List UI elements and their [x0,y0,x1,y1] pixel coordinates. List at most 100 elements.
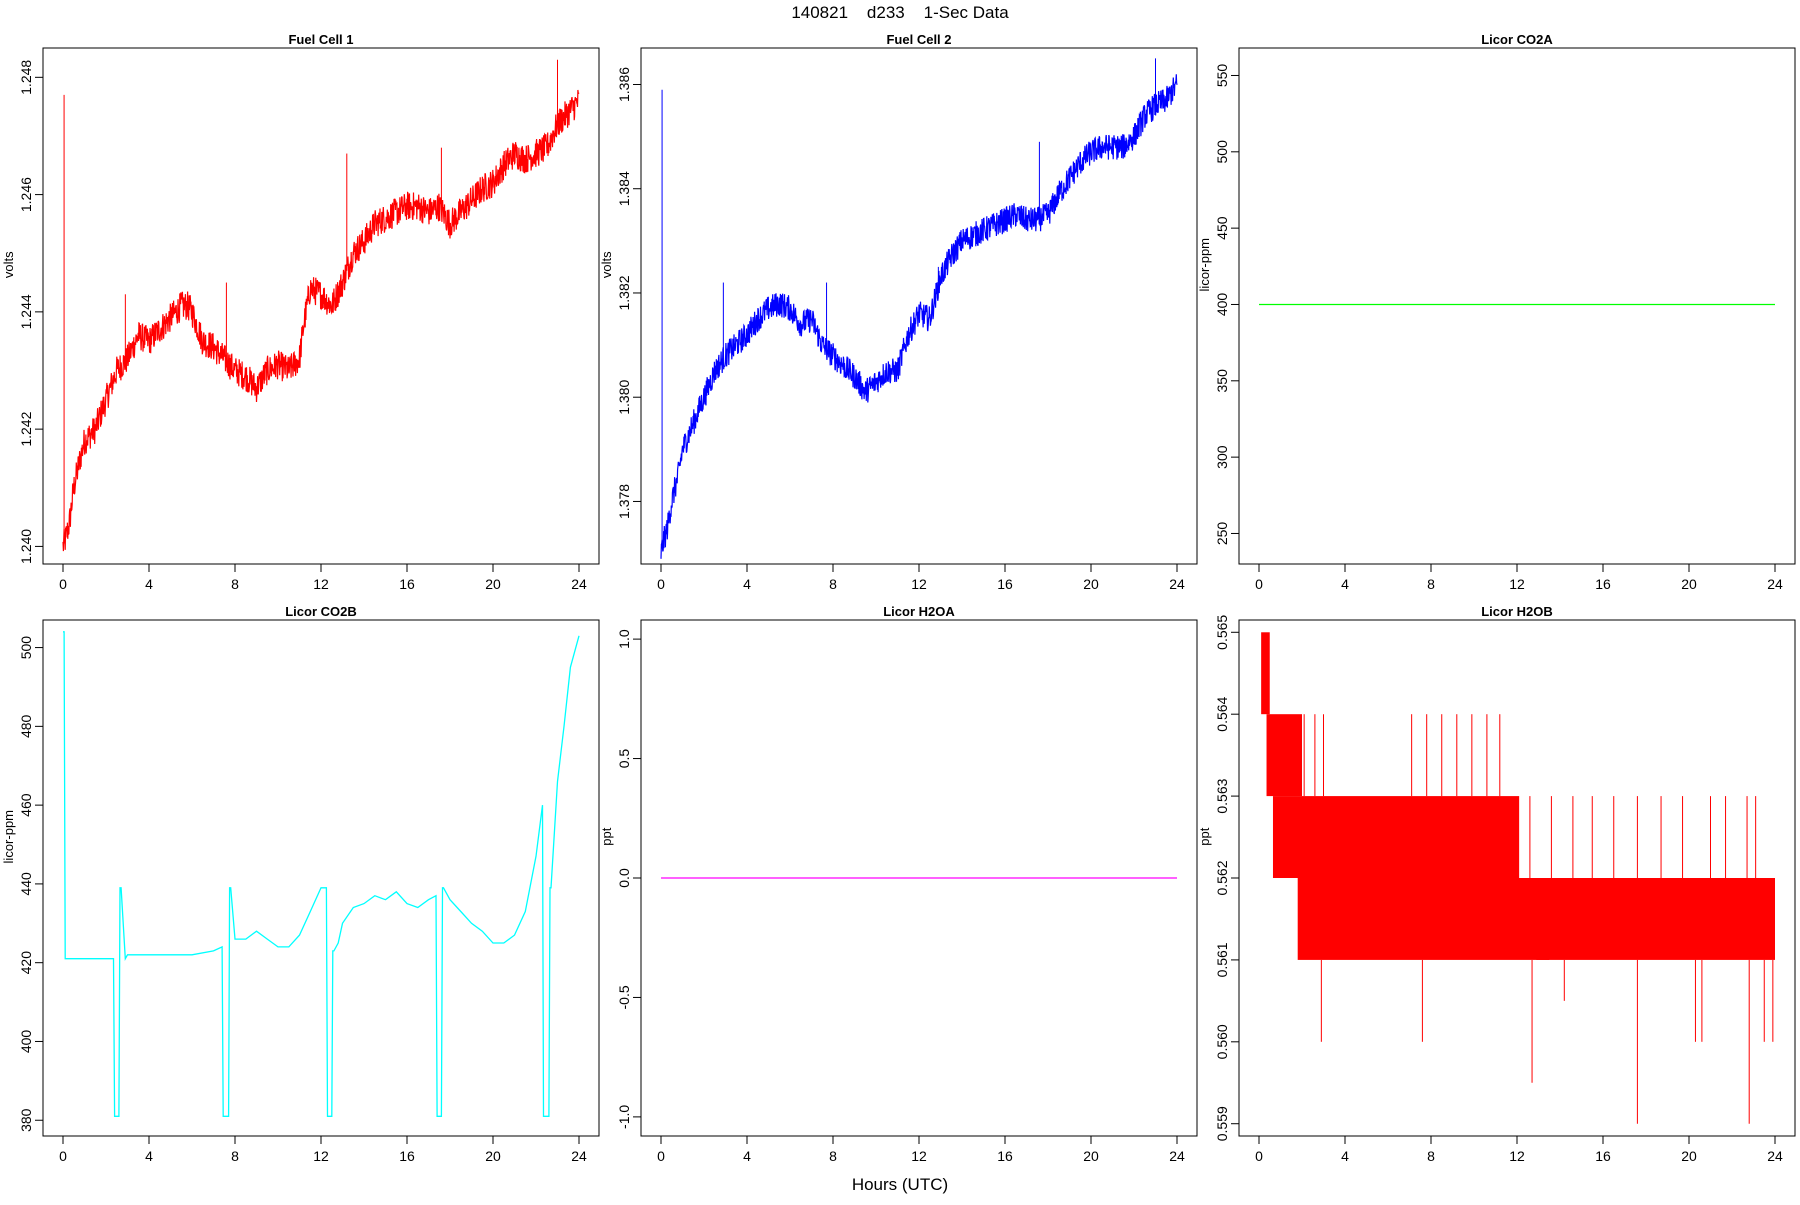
x-tick-label: 20 [485,576,501,592]
panel-6: Licor H2OB 0 4 8 12 16 20 24 0.559 0.560 0.561 0.56… [1197,604,1796,1164]
x-tick-label: 24 [1169,1148,1185,1164]
y-tick-label: -0.5 [616,985,632,1009]
y-axis-label: licor-ppm [1197,238,1212,291]
x-tick-label: 24 [571,576,587,592]
x-tick-label: 8 [829,576,837,592]
y-tick-label: 1.378 [616,484,632,519]
y-tick-label: 450 [1214,216,1230,240]
y-tick-label: 380 [18,1108,34,1132]
y-tick-label: 500 [1214,140,1230,164]
panel-title: Licor CO2A [1481,32,1553,47]
y-tick-label: 1.240 [18,529,34,564]
panel-title: Fuel Cell 1 [288,32,353,47]
y-tick-label: 420 [18,951,34,975]
y-tick-label: 1.380 [616,379,632,414]
plot-area [63,631,580,1117]
x-tick-label: 8 [1427,1148,1435,1164]
data-line [63,631,580,1117]
y-tick-label: 460 [18,793,34,817]
panels: Fuel Cell 1 0 4 8 12 16 20 24 1.240 1.242 1.244 1.2… [1,32,1796,1164]
data-block [1266,714,1302,797]
y-tick-label: 0.565 [1214,615,1230,650]
x-tick-label: 0 [59,576,67,592]
x-tick-label: 0 [657,576,665,592]
y-tick-label: 350 [1214,369,1230,393]
panel-title: Fuel Cell 2 [886,32,951,47]
panel-4: Licor CO2B 0 4 8 12 16 20 24 380 400 420 440 460 480 5… [1,604,600,1164]
y-tick-label: 400 [18,1030,34,1054]
y-tick-label: 1.242 [18,411,34,446]
y-tick-label: 500 [18,636,34,660]
x-tick-label: 12 [911,1148,927,1164]
x-tick-label: 16 [1595,576,1611,592]
x-tick-label: 12 [313,576,329,592]
panel-title: Licor H2OA [883,604,955,619]
panel-title: Licor CO2B [285,604,357,619]
y-axis-label: volts [599,251,614,278]
x-tick-label: 20 [1681,1148,1697,1164]
data-block [1272,796,1520,878]
plot-area [660,58,1178,559]
y-tick-label: 0.560 [1214,1024,1230,1059]
data-block [1261,632,1270,715]
plot-area [62,59,580,552]
y-tick-label: 1.248 [18,60,34,95]
x-tick-label: 24 [571,1148,587,1164]
y-axis-label: volts [1,251,16,278]
x-tick-label: 16 [997,576,1013,592]
y-tick-label: 250 [1214,522,1230,546]
y-tick-label: 1.384 [616,171,632,206]
y-tick-label: -1.0 [616,1105,632,1129]
x-tick-label: 0 [1255,1148,1263,1164]
plot-frame [42,619,600,1137]
x-tick-label: 20 [1083,1148,1099,1164]
x-tick-label: 4 [145,576,153,592]
data-block [1536,878,1775,960]
x-tick-label: 4 [145,1148,153,1164]
data-block [1297,878,1550,960]
x-tick-label: 8 [1427,576,1435,592]
x-tick-label: 12 [313,1148,329,1164]
panel-1: Fuel Cell 1 0 4 8 12 16 20 24 1.240 1.242 1.244 1.2… [1,32,600,592]
y-axis-label: licor-ppm [1,810,16,863]
x-tick-label: 12 [1509,576,1525,592]
y-tick-label: 0.563 [1214,778,1230,813]
x-tick-label: 24 [1169,576,1185,592]
y-tick-label: 550 [1214,64,1230,88]
panel-5: Licor H2OA 0 4 8 12 16 20 24 -1.0 -0.5 0.0 0.5 1.0 pp… [599,604,1198,1164]
x-tick-label: 4 [743,1148,751,1164]
x-tick-label: 20 [1083,576,1099,592]
x-tick-label: 12 [1509,1148,1525,1164]
x-tick-label: 8 [231,576,239,592]
x-tick-label: 8 [231,1148,239,1164]
x-tick-label: 16 [399,1148,415,1164]
y-tick-label: 400 [1214,293,1230,317]
y-tick-label: 0.559 [1214,1106,1230,1141]
y-tick-label: 0.561 [1214,942,1230,977]
x-tick-label: 4 [1341,576,1349,592]
y-tick-label: 0.562 [1214,860,1230,895]
data-line [62,89,580,552]
plot-frame [1238,47,1796,565]
panel-3: Licor CO2A 0 4 8 12 16 20 24 250 300 350 400 450 500 5… [1197,32,1796,592]
x-tick-label: 12 [911,576,927,592]
figure-xlabel: Hours (UTC) [852,1175,948,1194]
x-tick-label: 24 [1767,1148,1783,1164]
x-tick-label: 0 [657,1148,665,1164]
y-axis-label: ppt [599,827,614,845]
panel-title: Licor H2OB [1481,604,1553,619]
x-tick-label: 16 [997,1148,1013,1164]
y-tick-label: 0.0 [616,868,632,888]
y-tick-label: 1.246 [18,177,34,212]
x-tick-label: 20 [1681,576,1697,592]
x-tick-label: 24 [1767,576,1783,592]
y-tick-label: 1.0 [616,629,632,649]
x-tick-label: 16 [399,576,415,592]
x-tick-label: 4 [1341,1148,1349,1164]
x-tick-label: 0 [1255,576,1263,592]
y-tick-label: 0.5 [616,749,632,769]
y-tick-label: 300 [1214,445,1230,469]
y-tick-label: 1.382 [616,275,632,310]
